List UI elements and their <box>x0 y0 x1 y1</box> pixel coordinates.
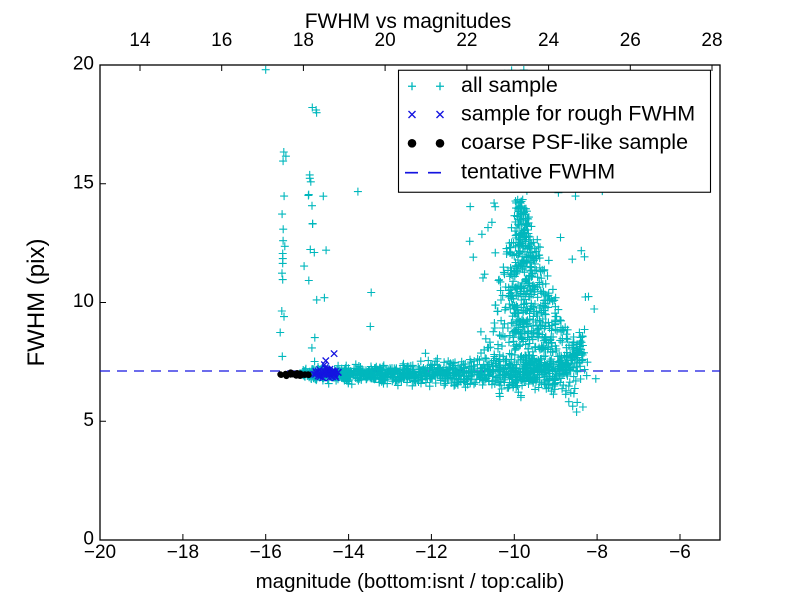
svg-text:magnitude (bottom:isnt / top:c: magnitude (bottom:isnt / top:calib) <box>256 570 565 593</box>
svg-text:−12: −12 <box>415 542 447 563</box>
svg-text:15: 15 <box>73 172 94 193</box>
svg-text:tentative FWHM: tentative FWHM <box>461 160 615 184</box>
svg-text:all sample: all sample <box>461 73 558 97</box>
svg-text:28: 28 <box>701 30 722 51</box>
svg-text:FWHM (pix): FWHM (pix) <box>23 239 50 367</box>
svg-text:−16: −16 <box>250 542 282 563</box>
svg-text:26: 26 <box>620 30 641 51</box>
svg-text:coarse PSF-like sample: coarse PSF-like sample <box>461 130 688 154</box>
svg-text:−8: −8 <box>586 542 608 563</box>
svg-text:−10: −10 <box>498 542 530 563</box>
svg-text:14: 14 <box>129 30 151 51</box>
svg-text:−14: −14 <box>332 542 365 563</box>
svg-text:22: 22 <box>456 30 477 51</box>
svg-text:20: 20 <box>73 54 94 75</box>
svg-text:10: 10 <box>73 291 94 312</box>
svg-text:−6: −6 <box>669 542 691 563</box>
svg-text:FWHM vs magnitudes: FWHM vs magnitudes <box>305 10 512 33</box>
svg-text:5: 5 <box>83 410 94 431</box>
svg-text:24: 24 <box>538 30 560 51</box>
svg-text:20: 20 <box>375 30 396 51</box>
svg-text:16: 16 <box>211 30 232 51</box>
svg-text:0: 0 <box>83 529 94 550</box>
svg-text:sample for rough FWHM: sample for rough FWHM <box>461 102 695 126</box>
svg-text:18: 18 <box>293 30 314 51</box>
svg-text:−18: −18 <box>167 542 199 563</box>
